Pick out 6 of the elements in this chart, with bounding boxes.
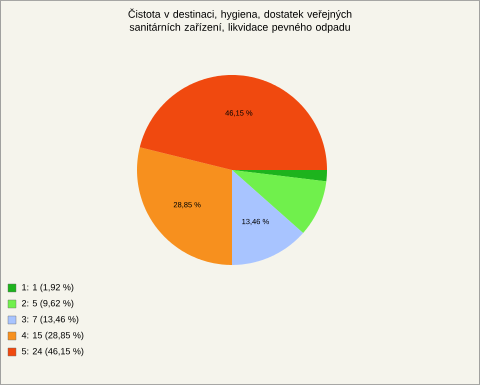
- chart-title: Čistota v destinaci, hygiena, dostatek veřejných sanitárních zařízení, likvidace pevného odpadu: [128, 8, 352, 33]
- legend-label: 1: 1 (1,92 %): [22, 284, 74, 292]
- legend-label: 3: 7 (13,46 %): [22, 316, 78, 324]
- legend-label: 5: 24 (46,15 %): [22, 348, 84, 356]
- legend-label: 2: 5 (9,62 %): [22, 300, 74, 308]
- legend-label: 4: 15 (28,85 %): [22, 332, 84, 340]
